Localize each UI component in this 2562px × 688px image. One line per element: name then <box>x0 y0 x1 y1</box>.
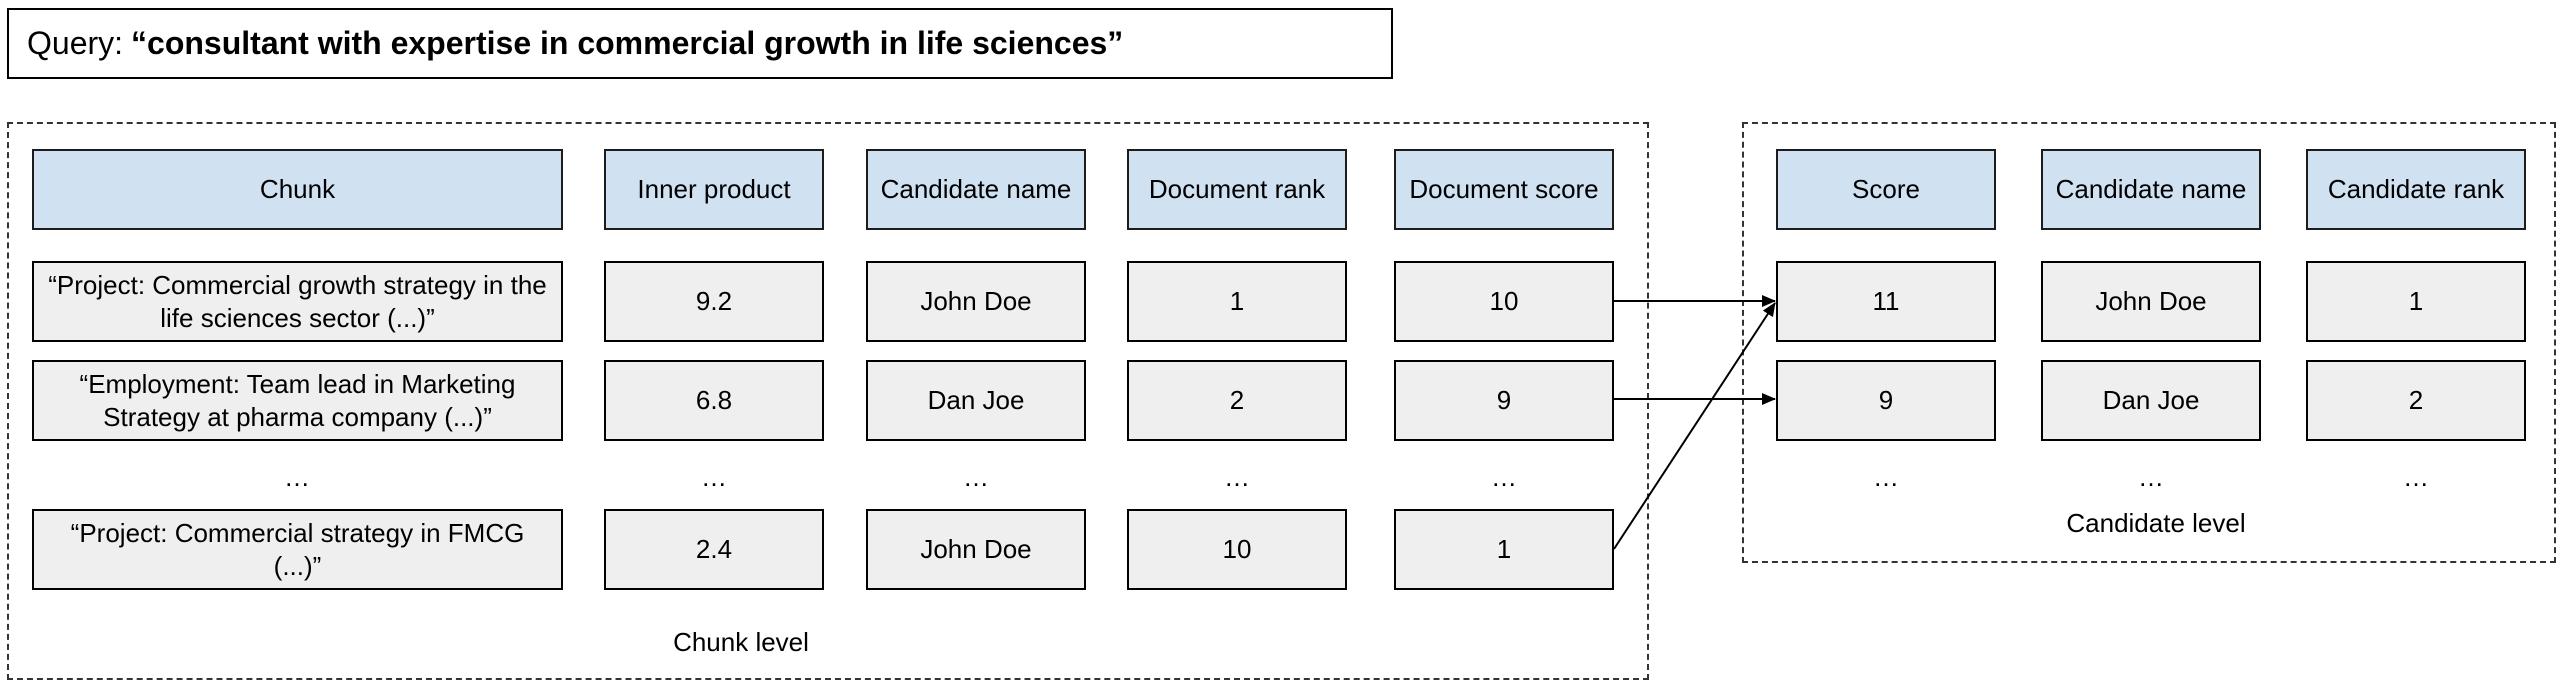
chunk-row-3-chunk: “Project: Commercial strategy in FMCG (.… <box>32 509 563 590</box>
arrow-row3-to-score1 <box>1613 302 1776 550</box>
candidate-row-1-name: John Doe <box>2041 261 2261 342</box>
chunk-row-1-candidate-name: John Doe <box>866 261 1086 342</box>
chunk-row-3-candidate-name: John Doe <box>866 509 1086 590</box>
candidate-rank-ellipsis: … <box>2403 462 2429 492</box>
header-candidate-name: Candidate name <box>866 149 1086 230</box>
chunk-row-1-document-score: 10 <box>1394 261 1614 342</box>
candidate-row-1-rank: 1 <box>2306 261 2526 342</box>
query-text: “consultant with expertise in commercial… <box>131 25 1124 61</box>
header-chunk: Chunk <box>32 149 563 230</box>
document-rank-ellipsis: … <box>1224 462 1250 492</box>
candidate-row-2-name: Dan Joe <box>2041 360 2261 441</box>
header-candidate-rank: Candidate rank <box>2306 149 2526 230</box>
query-box: Query: “consultant with expertise in com… <box>7 8 1393 79</box>
chunk-ellipsis: … <box>284 462 310 492</box>
document-score-ellipsis: … <box>1491 462 1517 492</box>
chunk-row-3-document-score: 1 <box>1394 509 1614 590</box>
chunk-row-2-document-score: 9 <box>1394 360 1614 441</box>
candidate-level-label: Candidate level <box>2066 508 2246 538</box>
chunk-row-2-inner-product: 6.8 <box>604 360 824 441</box>
chunk-row-1-document-rank: 1 <box>1127 261 1347 342</box>
header-document-rank: Document rank <box>1127 149 1347 230</box>
chunk-row-2-candidate-name: Dan Joe <box>866 360 1086 441</box>
header-candidate-name-2: Candidate name <box>2041 149 2261 230</box>
candidate-name-2-ellipsis: … <box>2138 462 2164 492</box>
chunk-level-group <box>7 122 1649 680</box>
query-prefix: Query: <box>27 25 124 61</box>
chunk-level-label: Chunk level <box>673 627 809 657</box>
chunk-row-2-document-rank: 2 <box>1127 360 1347 441</box>
header-inner-product: Inner product <box>604 149 824 230</box>
chunk-row-1-inner-product: 9.2 <box>604 261 824 342</box>
chunk-row-1-chunk: “Project: Commercial growth strategy in … <box>32 261 563 342</box>
inner-product-ellipsis: … <box>701 462 727 492</box>
chunk-row-3-inner-product: 2.4 <box>604 509 824 590</box>
candidate-row-1-score: 11 <box>1776 261 1996 342</box>
chunk-row-3-document-rank: 10 <box>1127 509 1347 590</box>
candidate-row-2-rank: 2 <box>2306 360 2526 441</box>
header-score: Score <box>1776 149 1996 230</box>
score-ellipsis: … <box>1873 462 1899 492</box>
header-document-score: Document score <box>1394 149 1614 230</box>
candidate-level-group <box>1742 122 2556 563</box>
chunk-row-2-chunk: “Employment: Team lead in Marketing Stra… <box>32 360 563 441</box>
candidate-row-2-score: 9 <box>1776 360 1996 441</box>
candidate-name-ellipsis: … <box>963 462 989 492</box>
